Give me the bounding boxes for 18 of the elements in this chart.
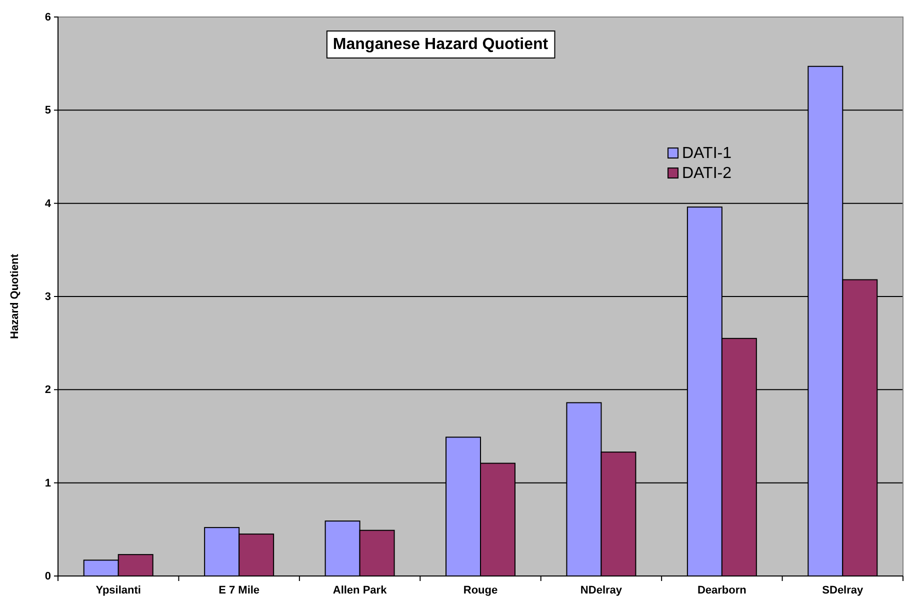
y-tick-label: 6 [44,12,51,24]
y-axis-title: Hazard Quotient [9,254,21,339]
y-tick-label: 2 [44,384,51,396]
x-tick-label: NDelray [580,584,623,596]
y-tick-label: 0 [44,570,51,583]
y-tick-label: 5 [44,104,51,117]
legend-label: DATI-2 [682,165,732,182]
x-tick-label: E 7 Mile [218,584,260,596]
x-tick-label: Allen Park [332,584,388,596]
x-tick-label: Dearborn [697,584,747,596]
y-tick-label: 1 [44,477,51,490]
x-tick-label: SDelray [822,584,864,596]
text: Manganese Hazard Quotient [332,36,549,53]
x-tick-label: Ypsilanti [96,584,141,596]
y-tick-label: 4 [44,198,52,210]
legend-label: DATI-1 [682,145,732,162]
y-tick-label: 3 [44,291,51,304]
x-tick-label: Rouge [463,584,498,596]
